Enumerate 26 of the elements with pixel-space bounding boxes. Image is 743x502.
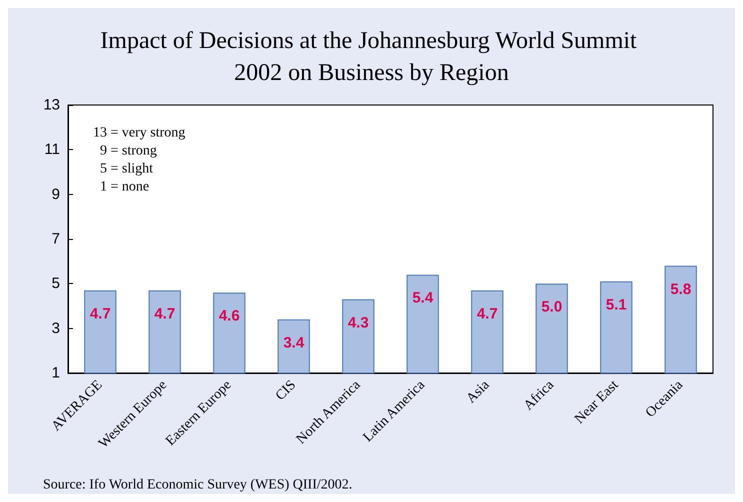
annotation: 13 = very strong <box>93 126 186 140</box>
y-tick-label: 13 <box>43 96 60 114</box>
y-tick-label: 3 <box>52 320 60 337</box>
data-label: 4.7 <box>476 305 498 322</box>
y-tick-label: 1 <box>52 364 60 382</box>
y-tick-label: 7 <box>52 230 60 248</box>
x-tick-label: Asia <box>464 377 494 406</box>
x-tick-label: CIS <box>273 378 300 404</box>
data-label: 4.6 <box>218 308 240 325</box>
x-tick-label: Near East <box>572 378 622 428</box>
data-label: 4.3 <box>348 314 369 332</box>
data-label: 5.1 <box>606 296 627 314</box>
data-label: 3.4 <box>283 334 305 352</box>
data-label: 5.4 <box>412 290 434 307</box>
data-label: 5.0 <box>541 298 562 316</box>
annotation: 1 = none <box>93 180 150 194</box>
y-tick-label: 9 <box>52 186 60 203</box>
source-note: Source: Ifo World Economic Survey (WES) QIII/2002. <box>43 478 352 492</box>
chart-title: Impact of Decisions at the Johannesburg World Summit 2002 on Business by Region <box>100 28 643 86</box>
annotation: 9 = strong <box>93 144 157 158</box>
y-tick-label: 11 <box>44 141 60 158</box>
y-tick-label: 5 <box>52 275 60 292</box>
data-label: 5.8 <box>670 280 692 298</box>
data-label: 4.7 <box>90 305 111 322</box>
data-label: 4.7 <box>154 305 176 322</box>
annotation: 5 = slight <box>93 162 154 176</box>
